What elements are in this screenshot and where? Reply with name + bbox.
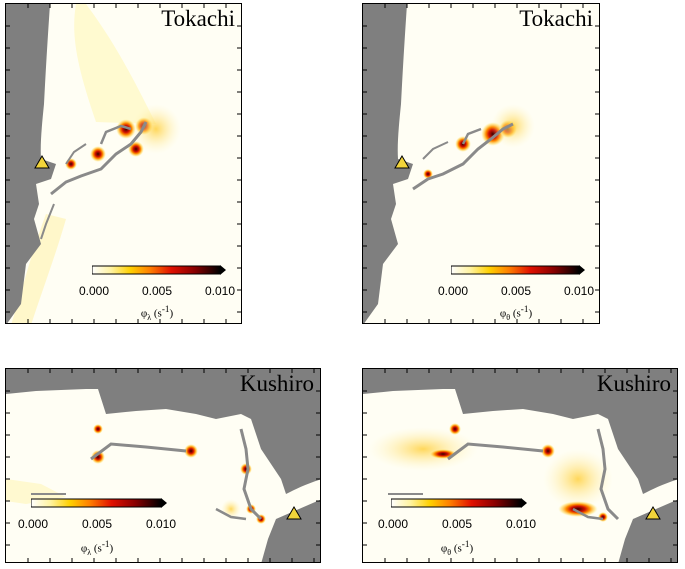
colorbar — [31, 498, 167, 508]
colorbar — [92, 265, 226, 275]
hotspot — [90, 146, 106, 162]
colorbar-tick-mid: 0.005 — [441, 517, 473, 531]
breakwater — [447, 442, 544, 461]
breakwater — [422, 141, 449, 160]
colorbar-unit-label: φλ (s-1) — [80, 539, 114, 557]
breakwater — [65, 143, 87, 165]
breakwater — [572, 507, 604, 521]
colorbar-tick-min: 0.000 — [78, 284, 110, 298]
influence-zone — [131, 104, 181, 154]
land-area — [618, 499, 677, 562]
colorbar-tick-max: 0.010 — [505, 517, 537, 531]
breakwater — [239, 428, 263, 521]
colorbar-tick-max: 0.010 — [145, 517, 177, 531]
map-title: Kushiro — [596, 371, 671, 396]
breakwater — [215, 507, 247, 521]
hotspot — [541, 444, 555, 458]
breakwater — [461, 127, 482, 145]
land-area — [363, 4, 413, 323]
influence-zone — [491, 104, 535, 148]
colorbar-unit-label: φθ (s-1) — [440, 539, 474, 557]
colorbar-tick-mid: 0.005 — [81, 517, 113, 531]
map-panel-tokachi-phi-lambda: Tokachi 0.000 0.005 0.010 φλ (s-1) — [5, 3, 242, 324]
colorbar — [451, 265, 585, 275]
map-panel-kushiro-phi-lambda: Kushiro 0.000 0.005 0.010 φλ (s-1) — [5, 368, 321, 563]
colorbar-tick-min: 0.000 — [17, 517, 49, 531]
land-area — [363, 369, 677, 494]
hotspot — [116, 119, 136, 139]
hotspot — [91, 450, 105, 464]
kushiro-map-theta — [363, 369, 677, 562]
colorbar-tick-mid: 0.005 — [141, 284, 173, 298]
triangle-marker-icon — [34, 155, 50, 169]
kushiro-map-lambda — [6, 369, 320, 562]
hotspot — [598, 512, 608, 522]
influence-zone — [368, 427, 478, 471]
colorbar-unit-label: φθ (s-1) — [499, 304, 533, 322]
triangle-marker-icon — [286, 506, 302, 520]
map-panel-tokachi-phi-theta: Tokachi 0.000 0.005 0.010 φθ (s-1) — [362, 3, 600, 324]
triangle-marker-icon — [645, 506, 661, 520]
land-area — [6, 369, 320, 494]
breakwater — [40, 203, 55, 240]
breakwater — [412, 122, 514, 191]
colorbar-tick-mid: 0.005 — [500, 284, 532, 298]
colorbar-tick-max: 0.010 — [563, 284, 595, 298]
colorbar — [391, 498, 527, 508]
hotspot — [449, 423, 461, 435]
colorbar-unit-label: φλ (s-1) — [140, 304, 174, 322]
colorbar-tick-min: 0.000 — [437, 284, 469, 298]
hotspot — [93, 424, 103, 434]
breakwater — [99, 124, 132, 145]
breakwater — [90, 442, 187, 461]
colorbar-tick-min: 0.000 — [377, 517, 409, 531]
map-title: Tokachi — [161, 6, 235, 31]
breakwater — [596, 428, 620, 521]
hotspot — [184, 444, 198, 458]
land-area — [261, 499, 320, 562]
land-area — [6, 4, 56, 323]
hotspot — [558, 501, 598, 517]
triangle-marker-icon — [394, 155, 410, 169]
colorbar-tick-max: 0.010 — [204, 284, 236, 298]
breakwater — [50, 121, 148, 196]
hotspot — [423, 169, 433, 179]
map-title: Kushiro — [239, 371, 314, 396]
map-panel-kushiro-phi-theta: Kushiro 0.000 0.005 0.010 φθ (s-1) — [362, 368, 678, 563]
map-title: Tokachi — [519, 6, 593, 31]
influence-zone — [543, 449, 613, 509]
